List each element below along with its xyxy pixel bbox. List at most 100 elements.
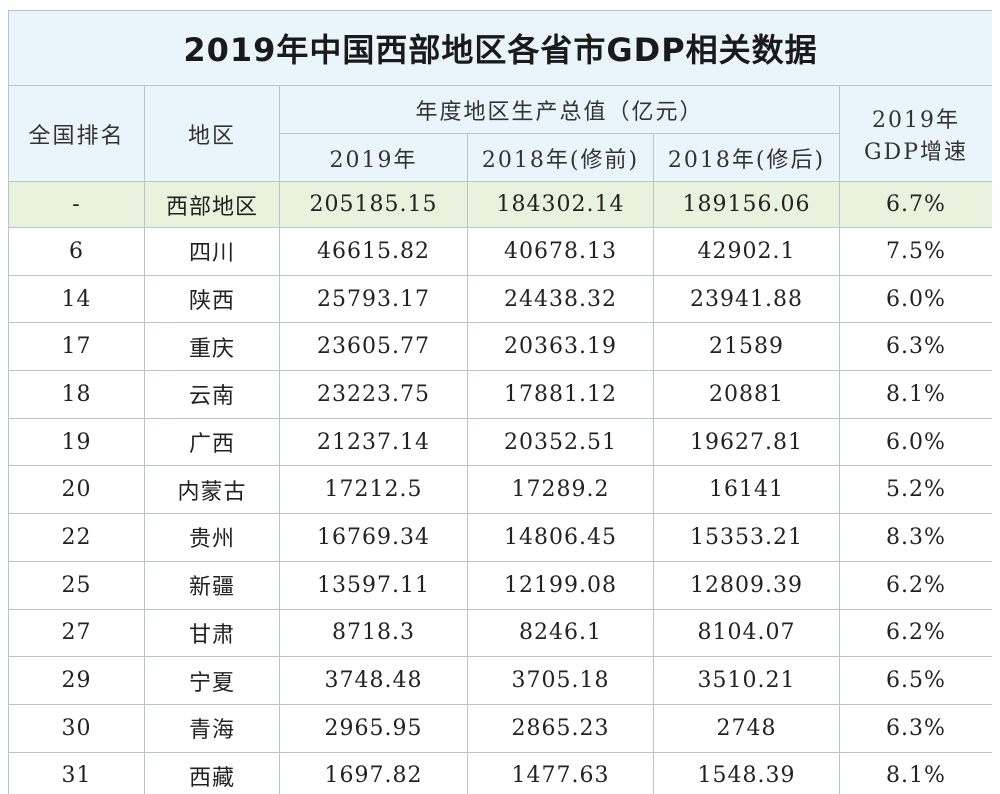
cell-region: 四川 bbox=[144, 227, 280, 276]
cell-gdp-2018-before: 17881.12 bbox=[467, 370, 654, 419]
table-row: 20 内蒙古 17212.5 17289.2 16141 5.2% bbox=[8, 465, 992, 515]
cell-gdp-2019: 13597.11 bbox=[279, 560, 468, 610]
cell-gdp-2019: 1697.82 bbox=[279, 751, 468, 794]
cell-growth: 6.3% bbox=[838, 703, 992, 753]
cell-gdp-2019: 23605.77 bbox=[279, 322, 468, 372]
cell-gdp-2018-after: 19627.81 bbox=[653, 417, 840, 467]
cell-rank: 18 bbox=[8, 370, 145, 419]
cell-region: 西藏 bbox=[144, 751, 280, 794]
cell-growth: 8.1% bbox=[838, 370, 992, 419]
cell-region: 新疆 bbox=[144, 560, 280, 610]
header-gdp-group: 年度地区生产总值（亿元） bbox=[279, 85, 840, 134]
cell-gdp-2019: 17212.5 bbox=[279, 465, 468, 515]
cell-gdp-2019: 16769.34 bbox=[279, 513, 468, 562]
cell-gdp-2018-after: 1548.39 bbox=[653, 751, 840, 794]
table-title: 2019年中国西部地区各省市GDP相关数据 bbox=[8, 10, 992, 86]
cell-growth: 7.5% bbox=[838, 227, 992, 276]
cell-gdp-2018-after: 20881 bbox=[653, 370, 840, 419]
cell-gdp-2018-before: 1477.63 bbox=[467, 751, 654, 794]
cell-gdp-2019: 23223.75 bbox=[279, 370, 468, 419]
header-rank: 全国排名 bbox=[8, 85, 145, 182]
table-row: 27 甘肃 8718.3 8246.1 8104.07 6.2% bbox=[8, 608, 992, 658]
cell-gdp-2018-after: 2748 bbox=[653, 703, 840, 753]
cell-growth: 8.3% bbox=[838, 513, 992, 562]
gdp-table: 2019年中国西部地区各省市GDP相关数据 全国排名 地区 年度地区生产总值（亿… bbox=[8, 10, 992, 794]
cell-growth: 5.2% bbox=[838, 465, 992, 515]
west-total-region: 西部地区 bbox=[144, 181, 280, 228]
cell-gdp-2019: 21237.14 bbox=[279, 417, 468, 467]
cell-region: 陕西 bbox=[144, 274, 280, 324]
header-gdp-2019: 2019年 bbox=[279, 133, 468, 182]
cell-rank: 14 bbox=[8, 274, 145, 324]
cell-rank: 17 bbox=[8, 322, 145, 372]
gdp-table-container: 2019年中国西部地区各省市GDP相关数据 全国排名 地区 年度地区生产总值（亿… bbox=[8, 10, 992, 794]
cell-gdp-2019: 3748.48 bbox=[279, 656, 468, 705]
cell-gdp-2018-after: 8104.07 bbox=[653, 608, 840, 658]
cell-gdp-2019: 46615.82 bbox=[279, 227, 468, 276]
cell-gdp-2018-after: 15353.21 bbox=[653, 513, 840, 562]
table-row: 17 重庆 23605.77 20363.19 21589 6.3% bbox=[8, 322, 992, 372]
cell-rank: 19 bbox=[8, 417, 145, 467]
cell-gdp-2018-before: 8246.1 bbox=[467, 608, 654, 658]
cell-gdp-2018-after: 3510.21 bbox=[653, 656, 840, 705]
header-growth-line2: GDP增速 bbox=[863, 139, 969, 165]
table-row: 6 四川 46615.82 40678.13 42902.1 7.5% bbox=[8, 227, 992, 276]
west-total-gdp-2019: 205185.15 bbox=[279, 181, 468, 228]
table-row: 29 宁夏 3748.48 3705.18 3510.21 6.5% bbox=[8, 656, 992, 705]
cell-gdp-2018-before: 14806.45 bbox=[467, 513, 654, 562]
cell-rank: 25 bbox=[8, 560, 145, 610]
cell-gdp-2018-after: 42902.1 bbox=[653, 227, 840, 276]
cell-gdp-2018-after: 12809.39 bbox=[653, 560, 840, 610]
west-total-row: - 西部地区 205185.15 184302.14 189156.06 6.7… bbox=[8, 181, 992, 228]
header-gdp-2018-before: 2018年(修前) bbox=[467, 133, 654, 182]
cell-gdp-2018-before: 24438.32 bbox=[467, 274, 654, 324]
west-total-rank: - bbox=[8, 181, 145, 228]
cell-growth: 6.0% bbox=[838, 274, 992, 324]
cell-gdp-2018-before: 3705.18 bbox=[467, 656, 654, 705]
west-total-gdp-2018-before: 184302.14 bbox=[467, 181, 654, 228]
cell-growth: 6.3% bbox=[838, 322, 992, 372]
cell-region: 宁夏 bbox=[144, 656, 280, 705]
cell-region: 重庆 bbox=[144, 322, 280, 372]
cell-gdp-2019: 8718.3 bbox=[279, 608, 468, 658]
header-growth-line1: 2019年 bbox=[872, 107, 960, 133]
cell-region: 青海 bbox=[144, 703, 280, 753]
table-row: 25 新疆 13597.11 12199.08 12809.39 6.2% bbox=[8, 560, 992, 610]
cell-rank: 22 bbox=[8, 513, 145, 562]
cell-gdp-2019: 2965.95 bbox=[279, 703, 468, 753]
cell-gdp-2018-before: 20352.51 bbox=[467, 417, 654, 467]
cell-region: 广西 bbox=[144, 417, 280, 467]
cell-rank: 31 bbox=[8, 751, 145, 794]
cell-region: 贵州 bbox=[144, 513, 280, 562]
header-gdp-2018-after: 2018年(修后) bbox=[653, 133, 840, 182]
cell-gdp-2018-before: 20363.19 bbox=[467, 322, 654, 372]
table-row: 14 陕西 25793.17 24438.32 23941.88 6.0% bbox=[8, 274, 992, 324]
west-total-growth: 6.7% bbox=[838, 181, 992, 228]
cell-growth: 6.0% bbox=[838, 417, 992, 467]
west-total-gdp-2018-after: 189156.06 bbox=[653, 181, 840, 228]
cell-region: 云南 bbox=[144, 370, 280, 419]
cell-gdp-2018-before: 40678.13 bbox=[467, 227, 654, 276]
table-row: 19 广西 21237.14 20352.51 19627.81 6.0% bbox=[8, 417, 992, 467]
cell-gdp-2018-after: 16141 bbox=[653, 465, 840, 515]
header-growth: 2019年 GDP增速 bbox=[838, 85, 992, 182]
cell-gdp-2018-before: 12199.08 bbox=[467, 560, 654, 610]
header-region: 地区 bbox=[144, 85, 280, 182]
cell-rank: 20 bbox=[8, 465, 145, 515]
cell-region: 内蒙古 bbox=[144, 465, 280, 515]
cell-rank: 29 bbox=[8, 656, 145, 705]
table-row: 18 云南 23223.75 17881.12 20881 8.1% bbox=[8, 370, 992, 419]
cell-region: 甘肃 bbox=[144, 608, 280, 658]
cell-rank: 30 bbox=[8, 703, 145, 753]
cell-growth: 6.5% bbox=[838, 656, 992, 705]
table-row: 22 贵州 16769.34 14806.45 15353.21 8.3% bbox=[8, 513, 992, 562]
cell-growth: 6.2% bbox=[838, 608, 992, 658]
cell-rank: 27 bbox=[8, 608, 145, 658]
table-row: 31 西藏 1697.82 1477.63 1548.39 8.1% bbox=[8, 751, 992, 794]
cell-gdp-2018-after: 21589 bbox=[653, 322, 840, 372]
cell-growth: 6.2% bbox=[838, 560, 992, 610]
table-row: 30 青海 2965.95 2865.23 2748 6.3% bbox=[8, 703, 992, 753]
cell-gdp-2018-before: 17289.2 bbox=[467, 465, 654, 515]
cell-rank: 6 bbox=[8, 227, 145, 276]
cell-gdp-2018-before: 2865.23 bbox=[467, 703, 654, 753]
